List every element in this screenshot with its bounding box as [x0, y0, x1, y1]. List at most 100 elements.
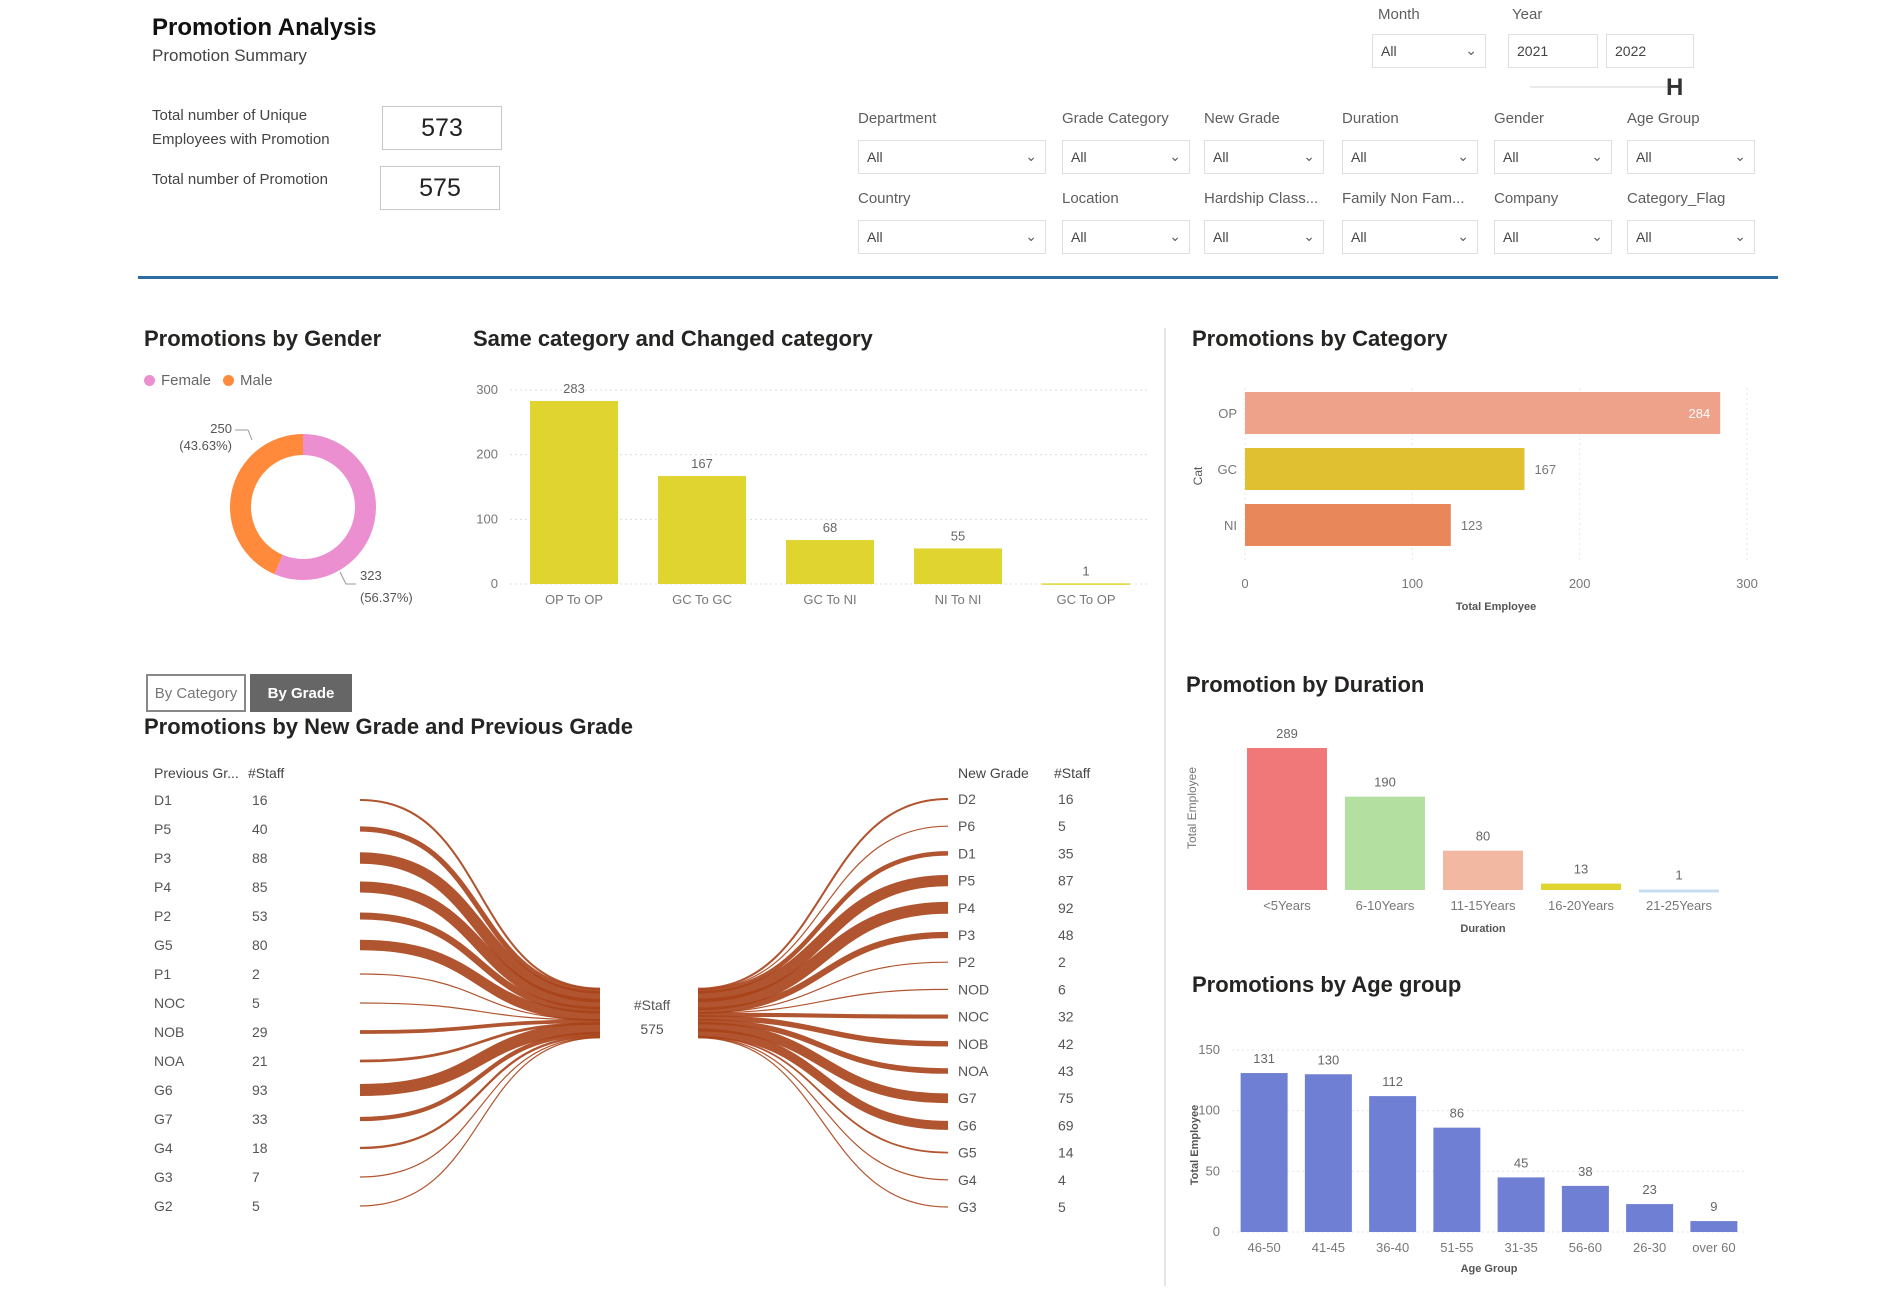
previous-staff-label: 5: [252, 1198, 260, 1214]
flow-link: [697, 1037, 949, 1208]
category-change-chart-title: Same category and Changed category: [473, 326, 873, 351]
data-label: 13: [1574, 862, 1588, 877]
flow-link: [359, 1002, 601, 1021]
x-tick-label: 100: [1401, 576, 1423, 591]
kpi-unique-employees-label: Total number of Unique Employees with Pr…: [152, 107, 330, 148]
new-grade-label: P5: [958, 873, 975, 889]
y-tick-label: 100: [476, 511, 498, 526]
flow-link: [359, 881, 601, 1010]
previous-grade-label: NOA: [154, 1053, 185, 1069]
filter-dropdown[interactable]: All ⌄: [858, 220, 1046, 254]
header-divider: [138, 276, 1778, 279]
previous-grade-label: D1: [154, 792, 172, 808]
page-subtitle: Promotion Summary: [152, 46, 307, 65]
y-tick-label: GC: [1218, 462, 1238, 477]
x-tick-label: over 60: [1692, 1240, 1735, 1255]
gender-donut-chart: 250 (43.63%) 323 (56.37%): [179, 421, 413, 605]
bar: [658, 476, 746, 584]
flow-link: [697, 901, 949, 1011]
new-staff-label: 16: [1058, 791, 1074, 807]
previous-staff-label: 53: [252, 908, 268, 924]
filter-dropdown[interactable]: All ⌄: [1494, 220, 1612, 254]
month-dropdown[interactable]: All ⌄: [1372, 34, 1486, 68]
filter-dropdown[interactable]: All ⌄: [1204, 140, 1324, 174]
data-label: 123: [1461, 518, 1483, 533]
filter-dropdown[interactable]: All ⌄: [858, 140, 1046, 174]
x-tick-label: 51-55: [1440, 1240, 1473, 1255]
filter-dropdown[interactable]: All ⌄: [1062, 220, 1190, 254]
bar: [530, 400, 618, 584]
data-label: 190: [1374, 775, 1396, 790]
year-slider-track[interactable]: [1530, 86, 1680, 88]
filter-value: All: [1351, 229, 1367, 245]
legend-female-dot: [144, 375, 155, 386]
chevron-down-icon: ⌄: [1169, 148, 1181, 164]
x-tick-label: NI To NI: [935, 592, 982, 607]
bar: [1245, 448, 1525, 490]
flow-link: [359, 826, 601, 994]
bar: [1626, 1204, 1674, 1232]
bar: [1240, 1073, 1288, 1232]
filter-dropdown[interactable]: All ⌄: [1627, 220, 1755, 254]
new-staff-label: 87: [1058, 873, 1074, 889]
legend-male-label: Male: [240, 372, 273, 389]
chevron-down-icon: ⌄: [1303, 148, 1315, 164]
year-to-input[interactable]: 2022: [1606, 34, 1694, 68]
filter-dropdown[interactable]: All ⌄: [1062, 140, 1190, 174]
by-category-bar-chart: 0 100 200 300 OP 284 GC 167 NI 123 Cat Total Employ…: [1191, 388, 1758, 613]
y-tick-label: 200: [476, 447, 498, 462]
filter-dropdown[interactable]: All ⌄: [1342, 140, 1478, 174]
chevron-down-icon: ⌄: [1734, 148, 1746, 164]
x-tick-label: 46-50: [1248, 1240, 1281, 1255]
slider-handle-icon[interactable]: H: [1666, 74, 1684, 101]
previous-staff-label: 40: [252, 821, 268, 837]
x-tick-label: 11-15Years: [1450, 898, 1516, 913]
x-tick-label: 26-30: [1633, 1240, 1666, 1255]
center-node-value: 575: [640, 1021, 664, 1037]
filter-dropdown[interactable]: All ⌄: [1627, 140, 1755, 174]
new-staff-label: 2: [1058, 954, 1066, 970]
by-grade-button[interactable]: By Grade: [250, 674, 352, 712]
flow-link: [697, 1018, 949, 1074]
data-label: (56.37%): [360, 590, 413, 605]
bar: [1042, 583, 1130, 585]
x-tick-label: GC To NI: [803, 592, 856, 607]
data-label: 130: [1318, 1052, 1340, 1067]
filter-value: All: [1213, 149, 1229, 165]
right-header-grade: New Grade: [958, 765, 1029, 781]
y-tick-label: OP: [1218, 406, 1237, 421]
bar: [1304, 1074, 1352, 1232]
new-staff-label: 4: [1058, 1172, 1066, 1188]
x-tick-label: 21-25Years: [1646, 898, 1713, 913]
filter-label: Duration: [1342, 110, 1399, 127]
filter-dropdown[interactable]: All ⌄: [1342, 220, 1478, 254]
new-grade-label: G4: [958, 1172, 977, 1188]
data-label: 45: [1514, 1155, 1528, 1170]
new-staff-label: 69: [1058, 1117, 1074, 1133]
flow-link: [697, 851, 949, 994]
filter-label: New Grade: [1204, 110, 1280, 127]
data-label: 283: [563, 381, 585, 396]
previous-staff-label: 21: [252, 1053, 268, 1069]
data-label: 1: [1082, 563, 1089, 578]
x-tick-label: GC To GC: [672, 592, 732, 607]
chevron-down-icon: ⌄: [1457, 148, 1469, 164]
legend-female-label: Female: [161, 372, 212, 389]
year-label: Year: [1512, 6, 1543, 23]
y-tick-label: 150: [1198, 1042, 1220, 1057]
filter-dropdown[interactable]: All ⌄: [1204, 220, 1324, 254]
flow-link: [359, 1019, 601, 1034]
previous-staff-label: 5: [252, 995, 260, 1011]
flow-link: [697, 1036, 949, 1181]
filter-label: Department: [858, 110, 937, 127]
flow-link: [359, 1035, 601, 1150]
filter-dropdown[interactable]: All ⌄: [1494, 140, 1612, 174]
chevron-down-icon: ⌄: [1169, 228, 1181, 244]
new-grade-label: P3: [958, 927, 975, 943]
y-tick-label: 100: [1198, 1103, 1220, 1118]
right-header-staff: #Staff: [1054, 765, 1090, 781]
data-label: 323: [360, 568, 382, 583]
bar: [1433, 1127, 1481, 1232]
year-from-input[interactable]: 2021: [1508, 34, 1598, 68]
by-category-button[interactable]: By Category: [146, 674, 246, 712]
